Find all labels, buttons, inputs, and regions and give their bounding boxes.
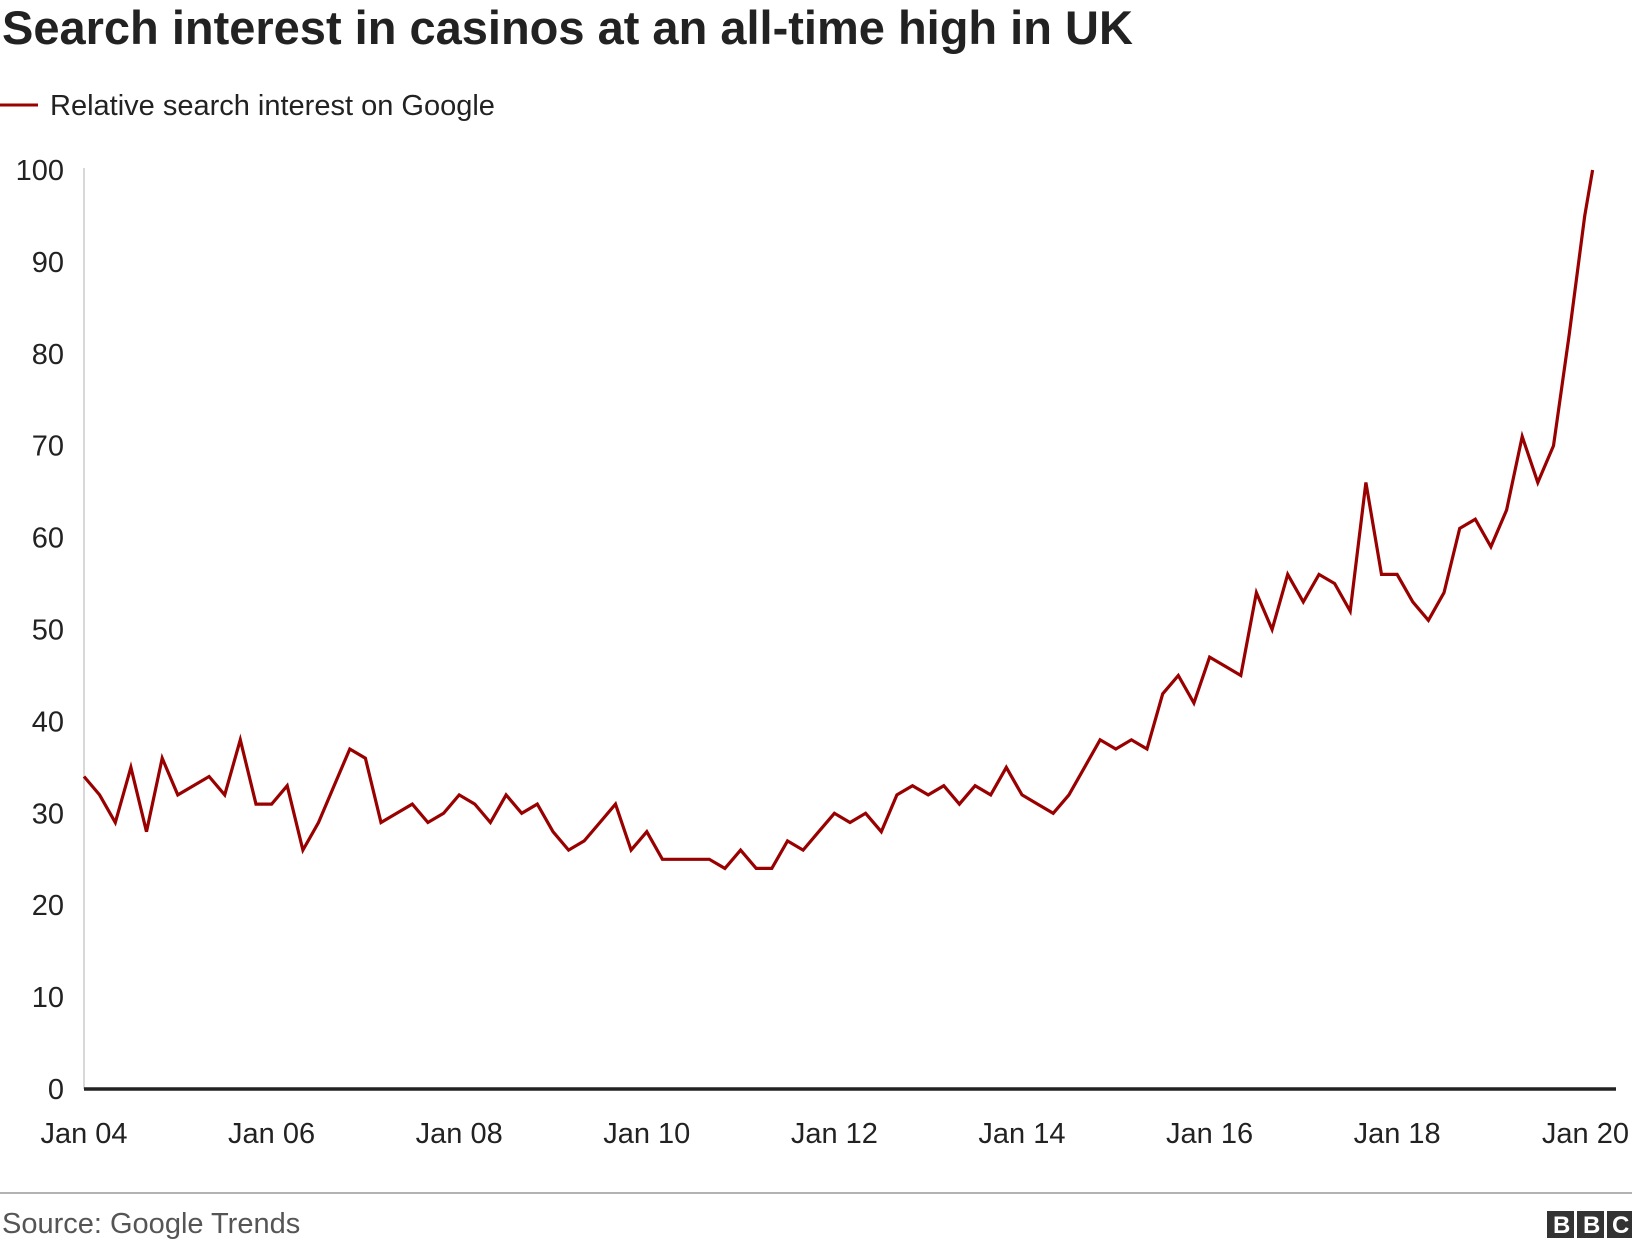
y-tick-label: 70	[32, 431, 64, 463]
chart-title: Search interest in casinos at an all-tim…	[2, 1, 1133, 54]
y-tick-label: 30	[32, 798, 64, 830]
bbc-logo-block-b2	[1577, 1211, 1604, 1238]
y-tick-label: 80	[32, 339, 64, 371]
x-axis: Jan 04 Jan 06 Jan 08 Jan 10 Jan 12 Jan 14 Jan …	[40, 1087, 1629, 1150]
series-layer	[82, 169, 1595, 871]
y-tick-label: 50	[32, 615, 64, 647]
y-tick-label: 60	[32, 523, 64, 555]
svg-text:B: B	[1583, 1212, 1600, 1239]
x-tick-label: Jan 12	[791, 1118, 878, 1150]
y-tick-label: 90	[32, 247, 64, 279]
legend-label: Relative search interest on Google	[50, 90, 495, 122]
x-tick-label: Jan 18	[1354, 1118, 1441, 1150]
legend: Relative search interest on Google	[0, 90, 495, 122]
y-tick-label: 0	[48, 1074, 64, 1106]
x-tick-label: Jan 08	[416, 1118, 503, 1150]
svg-text:B: B	[1553, 1212, 1570, 1239]
bbc-logo-block-c	[1607, 1211, 1632, 1238]
y-axis: 0 10 20 30 40 50 60 70 80 90 100	[16, 155, 85, 1106]
source-note: Source: Google Trends	[2, 1208, 300, 1240]
x-tick-label: Jan 14	[978, 1118, 1065, 1150]
series-line	[82, 169, 1595, 871]
y-tick-label: 40	[32, 706, 64, 738]
bbc-logo: B B C	[1547, 1211, 1632, 1239]
x-tick-label: Jan 20	[1542, 1118, 1629, 1150]
x-tick-label: Jan 16	[1166, 1118, 1253, 1150]
bbc-logo-block-b1	[1547, 1211, 1574, 1238]
svg-text:C: C	[1612, 1212, 1629, 1239]
y-tick-label: 100	[16, 155, 64, 187]
y-tick-label: 10	[32, 982, 64, 1014]
x-tick-label: Jan 10	[603, 1118, 690, 1150]
x-tick-label: Jan 04	[40, 1118, 127, 1150]
y-tick-label: 20	[32, 890, 64, 922]
x-tick-label: Jan 06	[228, 1118, 315, 1150]
